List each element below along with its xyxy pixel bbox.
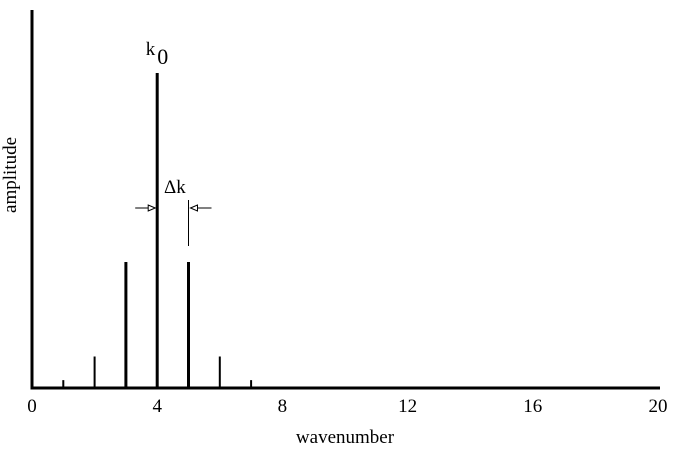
x-tick-label: 8: [278, 396, 288, 417]
peak-label-subscript: 0: [157, 44, 168, 69]
arrow-right-head: [189, 204, 198, 212]
spacing-label: Δk: [164, 177, 186, 198]
y-axis-label: amplitude: [0, 137, 21, 213]
x-tick-label: 0: [27, 396, 37, 417]
x-tick-label: 12: [398, 396, 417, 417]
peak-label: k: [146, 39, 156, 60]
x-tick-label: 4: [152, 396, 162, 417]
x-tick-label: 16: [523, 396, 542, 417]
x-axis-label: wavenumber: [296, 427, 395, 448]
arrow-left-head: [147, 204, 157, 212]
x-tick-label: 20: [649, 396, 668, 417]
